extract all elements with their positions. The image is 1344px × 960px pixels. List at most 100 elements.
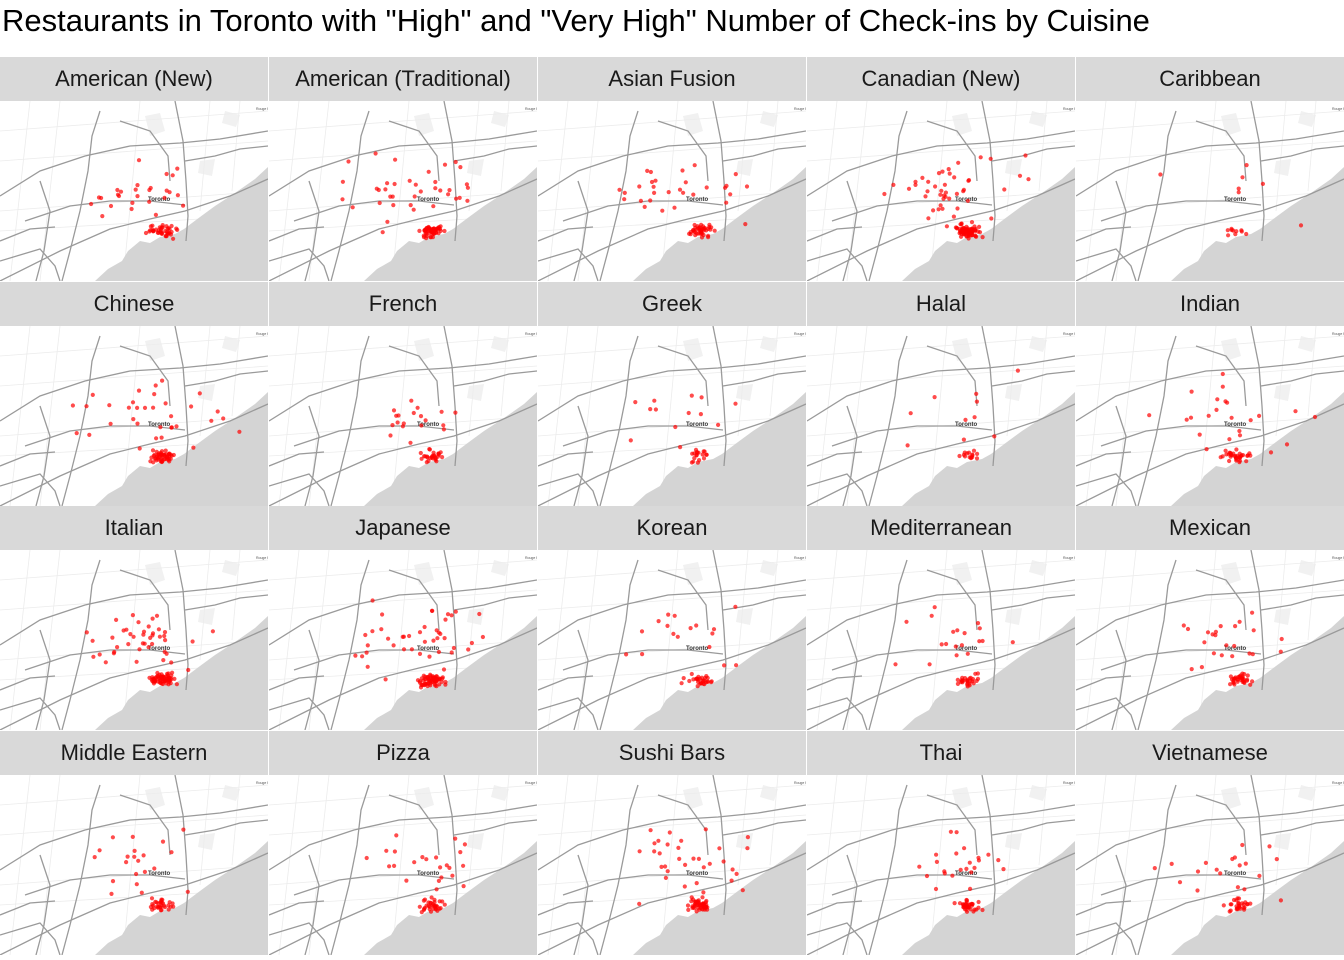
facet-panel: Pizza Toronto Rouge P bbox=[269, 730, 537, 955]
highway bbox=[831, 649, 993, 671]
park-area bbox=[952, 337, 972, 361]
restaurant-point bbox=[439, 874, 444, 880]
restaurant-point bbox=[704, 452, 709, 457]
restaurant-point bbox=[162, 633, 167, 639]
restaurant-point bbox=[159, 448, 165, 453]
facet-map: Toronto Rouge P bbox=[1076, 550, 1344, 730]
restaurant-point bbox=[427, 654, 432, 659]
park-area bbox=[1274, 383, 1291, 401]
restaurant-point bbox=[704, 185, 709, 190]
minor-street bbox=[538, 589, 806, 611]
park-area bbox=[736, 383, 753, 401]
park-area bbox=[1029, 560, 1047, 576]
restaurant-point bbox=[149, 895, 155, 900]
facet-map: Toronto Rouge P bbox=[538, 101, 806, 281]
minor-street bbox=[393, 774, 410, 935]
restaurant-point bbox=[617, 187, 622, 192]
highway bbox=[269, 402, 537, 506]
restaurant-point bbox=[437, 898, 442, 903]
restaurant-point bbox=[428, 675, 433, 680]
restaurant-point bbox=[413, 182, 418, 187]
restaurant-point bbox=[925, 189, 930, 194]
restaurant-point bbox=[151, 405, 156, 410]
minor-street bbox=[1085, 101, 1107, 281]
minor-street bbox=[0, 140, 268, 162]
restaurant-point bbox=[663, 875, 668, 880]
map-corner-label: Rouge P bbox=[256, 107, 268, 111]
minor-street bbox=[124, 101, 141, 262]
highway bbox=[842, 405, 858, 506]
minor-street bbox=[269, 140, 537, 162]
highway bbox=[1260, 145, 1344, 162]
restaurant-point bbox=[130, 613, 135, 618]
restaurant-point bbox=[1240, 175, 1245, 180]
restaurant-point bbox=[436, 649, 441, 655]
highway bbox=[538, 450, 594, 467]
restaurant-point bbox=[1213, 629, 1218, 634]
restaurant-point bbox=[407, 178, 412, 183]
restaurant-point bbox=[392, 848, 397, 854]
facet-strip-label: Greek bbox=[538, 281, 806, 326]
restaurant-point bbox=[409, 398, 414, 403]
restaurant-point bbox=[967, 683, 972, 688]
restaurant-point bbox=[154, 457, 159, 462]
restaurant-point bbox=[1023, 153, 1028, 158]
restaurant-point bbox=[1001, 866, 1006, 871]
highway bbox=[0, 675, 56, 691]
facet-panel: Mediterranean Toronto Rouge P bbox=[807, 506, 1075, 730]
highway bbox=[0, 248, 61, 281]
minor-street bbox=[269, 814, 537, 835]
restaurant-point bbox=[940, 206, 945, 211]
highway bbox=[712, 101, 727, 242]
restaurant-point bbox=[454, 196, 459, 201]
restaurant-point bbox=[944, 641, 949, 647]
restaurant-point bbox=[729, 878, 734, 883]
facet-panel: Sushi Bars Toronto Rouge P bbox=[538, 730, 806, 955]
restaurant-point bbox=[955, 677, 960, 682]
highway bbox=[388, 120, 440, 182]
highway bbox=[1076, 803, 1344, 871]
minor-street bbox=[737, 101, 749, 212]
highway bbox=[1260, 594, 1344, 611]
restaurant-point bbox=[667, 829, 672, 835]
restaurant-point bbox=[383, 677, 388, 682]
minor-street bbox=[769, 101, 779, 192]
minor-street bbox=[1038, 774, 1048, 865]
restaurant-point bbox=[965, 651, 970, 656]
park-area bbox=[222, 111, 240, 127]
highway bbox=[269, 803, 537, 871]
restaurant-point bbox=[92, 854, 97, 859]
restaurant-point bbox=[370, 629, 375, 634]
restaurant-point bbox=[672, 613, 677, 618]
highway bbox=[269, 450, 325, 467]
restaurant-point bbox=[959, 222, 964, 227]
restaurant-point bbox=[419, 456, 424, 461]
park-area bbox=[1298, 560, 1316, 576]
minor-street bbox=[199, 101, 211, 212]
highway bbox=[538, 226, 594, 242]
restaurant-point bbox=[966, 233, 971, 238]
restaurant-point bbox=[648, 406, 653, 411]
minor-street bbox=[1038, 101, 1048, 192]
restaurant-point bbox=[959, 643, 964, 648]
restaurant-point bbox=[166, 226, 171, 231]
restaurant-point bbox=[141, 632, 146, 637]
minor-street bbox=[9, 774, 31, 955]
restaurant-point bbox=[1026, 177, 1031, 182]
map-corner-label: Rouge P bbox=[256, 556, 268, 560]
restaurant-point bbox=[439, 409, 444, 414]
restaurant-point bbox=[969, 220, 975, 225]
restaurant-point bbox=[700, 451, 705, 457]
highway bbox=[712, 325, 727, 466]
restaurant-point bbox=[682, 883, 687, 889]
minor-street bbox=[1006, 774, 1018, 885]
minor-street bbox=[807, 784, 1075, 805]
facet-panel: Thai Toronto Rouge P bbox=[807, 730, 1075, 955]
park-area bbox=[414, 786, 434, 810]
restaurant-point bbox=[170, 900, 175, 906]
restaurant-point bbox=[157, 634, 162, 639]
restaurant-point bbox=[954, 653, 959, 658]
restaurant-point bbox=[965, 198, 970, 203]
restaurant-point bbox=[408, 203, 413, 208]
highway bbox=[807, 921, 868, 955]
